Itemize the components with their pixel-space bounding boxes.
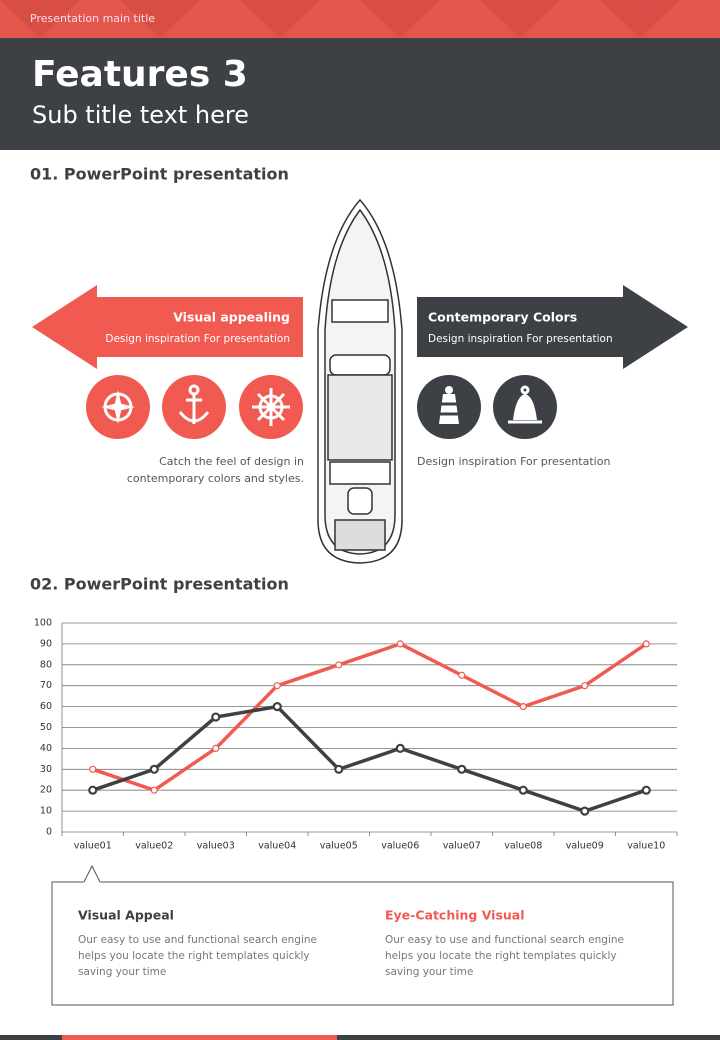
point bbox=[581, 682, 589, 690]
x-tick-label: value10 bbox=[627, 841, 665, 852]
caption: Catch the feel of design in bbox=[159, 455, 304, 468]
callout-text: Our easy to use and functional search en… bbox=[385, 934, 624, 946]
point bbox=[272, 701, 282, 712]
point bbox=[395, 743, 405, 754]
subtitle: Sub title text here bbox=[32, 101, 249, 129]
point bbox=[273, 682, 281, 690]
x-tick-label: value08 bbox=[504, 841, 542, 852]
point bbox=[396, 640, 404, 648]
series-line bbox=[92, 704, 647, 813]
point bbox=[149, 764, 159, 774]
x-tick-label: value06 bbox=[381, 841, 419, 852]
point bbox=[519, 702, 527, 711]
callout-box bbox=[51, 864, 674, 1006]
y-tick-label: 30 bbox=[40, 764, 52, 775]
point bbox=[334, 764, 344, 774]
callout-text: saving your time bbox=[78, 966, 166, 978]
section-heading: 02. PowerPoint presentation bbox=[30, 575, 289, 594]
y-tick-label: 90 bbox=[40, 638, 52, 649]
left-arrow bbox=[32, 285, 303, 369]
point bbox=[88, 785, 98, 795]
arrow-subtitle: Design inspiration For presentation bbox=[105, 333, 290, 345]
point bbox=[518, 785, 528, 795]
point bbox=[89, 765, 97, 773]
point bbox=[150, 786, 158, 794]
point bbox=[641, 785, 651, 795]
arrow-title: Contemporary Colors bbox=[428, 310, 577, 325]
callout-text: helps you locate the right templates qui… bbox=[385, 950, 617, 962]
point bbox=[642, 640, 650, 648]
caption: contemporary colors and styles. bbox=[127, 472, 304, 485]
y-tick-label: 40 bbox=[40, 743, 52, 754]
x-tick-label: value07 bbox=[443, 841, 481, 852]
arrow-title: Visual appealing bbox=[173, 310, 290, 325]
x-tick-label: value09 bbox=[566, 841, 604, 852]
y-tick-label: 10 bbox=[40, 806, 52, 817]
callout-title: Eye-Catching Visual bbox=[385, 908, 525, 923]
x-tick-label: value05 bbox=[320, 841, 358, 852]
caption: Design inspiration For presentation bbox=[417, 455, 610, 468]
callout-title: Visual Appeal bbox=[78, 908, 174, 923]
point bbox=[211, 712, 221, 722]
y-tick-label: 100 bbox=[34, 618, 52, 629]
top-band bbox=[0, 0, 720, 38]
header-band bbox=[0, 38, 720, 150]
icons bbox=[86, 375, 557, 439]
pattern bbox=[0, 0, 680, 38]
y-tick-label: 0 bbox=[46, 827, 52, 838]
point bbox=[458, 671, 466, 679]
series-line bbox=[92, 642, 648, 793]
point bbox=[580, 806, 590, 816]
footer-bar bbox=[0, 1035, 720, 1040]
boat bbox=[317, 198, 403, 564]
y-tick-label: 50 bbox=[40, 722, 52, 733]
point bbox=[457, 764, 467, 774]
callout-text: saving your time bbox=[385, 966, 473, 978]
y-tick-label: 60 bbox=[40, 701, 52, 712]
line-chart: 0 10 20 30 40 50 60 70 80 90 100 value01 value02 valu… bbox=[34, 618, 678, 852]
y-tick-label: 20 bbox=[40, 785, 52, 796]
x-tick-label: value02 bbox=[135, 841, 173, 852]
y-tick-label: 80 bbox=[40, 659, 52, 670]
top-title: Presentation main title bbox=[30, 12, 155, 25]
arrow-subtitle: Design inspiration For presentation bbox=[428, 333, 613, 345]
x-tick-label: value01 bbox=[74, 841, 112, 852]
x-tick-label: value04 bbox=[258, 841, 296, 852]
point bbox=[212, 744, 220, 753]
callout-text: Our easy to use and functional search en… bbox=[78, 934, 317, 946]
point bbox=[335, 661, 343, 669]
callout-text: helps you locate the right templates qui… bbox=[78, 950, 310, 962]
x-tick-label: value03 bbox=[197, 841, 235, 852]
title: Features 3 bbox=[32, 54, 248, 95]
section-heading: 01. PowerPoint presentation bbox=[30, 165, 289, 184]
y-tick-label: 70 bbox=[40, 680, 52, 691]
footer-accent bbox=[62, 1035, 337, 1040]
right-arrow bbox=[417, 285, 688, 369]
